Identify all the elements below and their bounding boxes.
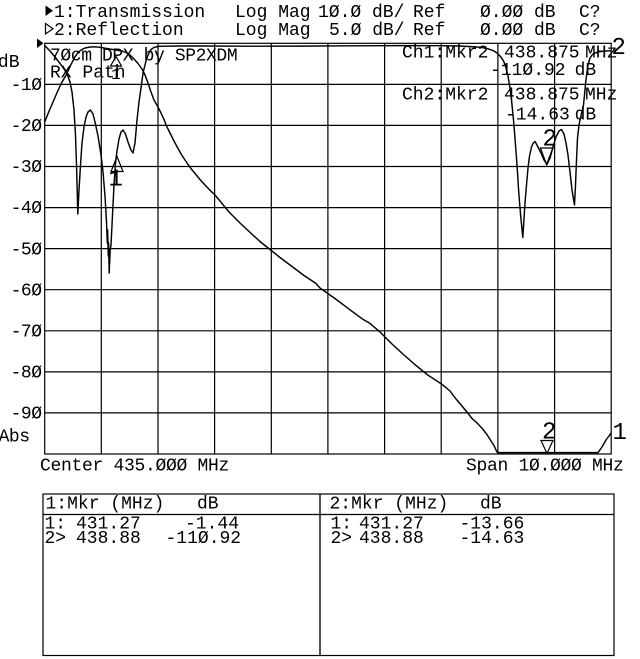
svg-text:5.Ø dB/: 5.Ø dB/ xyxy=(329,21,405,41)
svg-text:-4Ø: -4Ø xyxy=(11,199,43,219)
svg-text:Log Mag: Log Mag xyxy=(235,21,311,41)
svg-text:-11Ø.92: -11Ø.92 xyxy=(166,529,242,549)
svg-text:Ch1:Mkr2: Ch1:Mkr2 xyxy=(402,44,488,64)
svg-text:438.88: 438.88 xyxy=(76,529,141,549)
svg-text:1:: 1: xyxy=(331,515,353,535)
svg-text:-1.44: -1.44 xyxy=(185,515,239,535)
svg-text:Abs: Abs xyxy=(0,428,30,448)
svg-text:1:Transmission: 1:Transmission xyxy=(54,3,205,23)
svg-text:-9Ø: -9Ø xyxy=(11,405,43,425)
svg-text:-1Ø: -1Ø xyxy=(11,76,43,96)
svg-text:1: 1 xyxy=(109,167,123,194)
svg-text:1: 1 xyxy=(111,66,121,84)
svg-text:2>: 2> xyxy=(45,529,67,549)
svg-text:MHz: MHz xyxy=(585,86,617,106)
svg-text:Span 1Ø.ØØØ MHz: Span 1Ø.ØØØ MHz xyxy=(466,457,624,477)
svg-text:Ch2:Mkr2: Ch2:Mkr2 xyxy=(402,86,488,106)
svg-text:MHz: MHz xyxy=(585,44,617,64)
svg-text:Ø.ØØ dB: Ø.ØØ dB xyxy=(480,3,556,23)
svg-text:1:: 1: xyxy=(45,515,67,535)
svg-text:431.27: 431.27 xyxy=(76,515,141,535)
svg-text:dB: dB xyxy=(480,495,502,515)
svg-text:438.875: 438.875 xyxy=(504,44,580,64)
svg-text:-14.63: -14.63 xyxy=(460,529,525,549)
svg-text:dB: dB xyxy=(575,61,597,81)
svg-text:1: 1 xyxy=(613,420,627,447)
svg-text:C?: C? xyxy=(579,21,601,41)
svg-text:Ø.ØØ dB: Ø.ØØ dB xyxy=(480,21,556,41)
svg-text:C?: C? xyxy=(579,3,601,23)
svg-text:2: 2 xyxy=(543,127,557,154)
svg-text:438.875: 438.875 xyxy=(504,86,580,106)
svg-text:Center 435.ØØØ MHz: Center 435.ØØØ MHz xyxy=(40,457,229,477)
svg-text:-2Ø: -2Ø xyxy=(11,117,43,137)
svg-text:-14.63: -14.63 xyxy=(505,106,570,126)
svg-text:-13.66: -13.66 xyxy=(460,515,525,535)
svg-text:-11Ø.92: -11Ø.92 xyxy=(490,61,566,81)
svg-text:Ref: Ref xyxy=(413,3,445,23)
svg-text:-8Ø: -8Ø xyxy=(11,363,43,383)
svg-text:2:Mkr (MHz): 2:Mkr (MHz) xyxy=(330,495,449,515)
svg-text:dB: dB xyxy=(575,106,597,126)
svg-text:-5Ø: -5Ø xyxy=(11,240,43,260)
svg-text:dB: dB xyxy=(0,53,20,73)
svg-text:1Ø.Ø dB/: 1Ø.Ø dB/ xyxy=(318,3,404,23)
svg-text:-3Ø: -3Ø xyxy=(11,158,43,178)
svg-text:2: 2 xyxy=(612,35,626,62)
svg-text:Log Mag: Log Mag xyxy=(235,3,311,23)
svg-text:dB: dB xyxy=(197,495,219,515)
svg-text:1:Mkr (MHz): 1:Mkr (MHz) xyxy=(46,495,165,515)
svg-text:2:Reflection: 2:Reflection xyxy=(54,21,184,41)
svg-text:2: 2 xyxy=(542,420,556,447)
svg-text:Ref: Ref xyxy=(413,21,445,41)
svg-text:438.88: 438.88 xyxy=(359,529,424,549)
svg-text:-7Ø: -7Ø xyxy=(11,322,43,342)
svg-text:431.27: 431.27 xyxy=(359,515,424,535)
svg-text:RX Path: RX Path xyxy=(50,64,126,84)
svg-text:2>: 2> xyxy=(331,529,353,549)
svg-text:-6Ø: -6Ø xyxy=(11,281,43,301)
svg-text:7Øcm DPX by SP2XDM: 7Øcm DPX by SP2XDM xyxy=(50,47,237,67)
